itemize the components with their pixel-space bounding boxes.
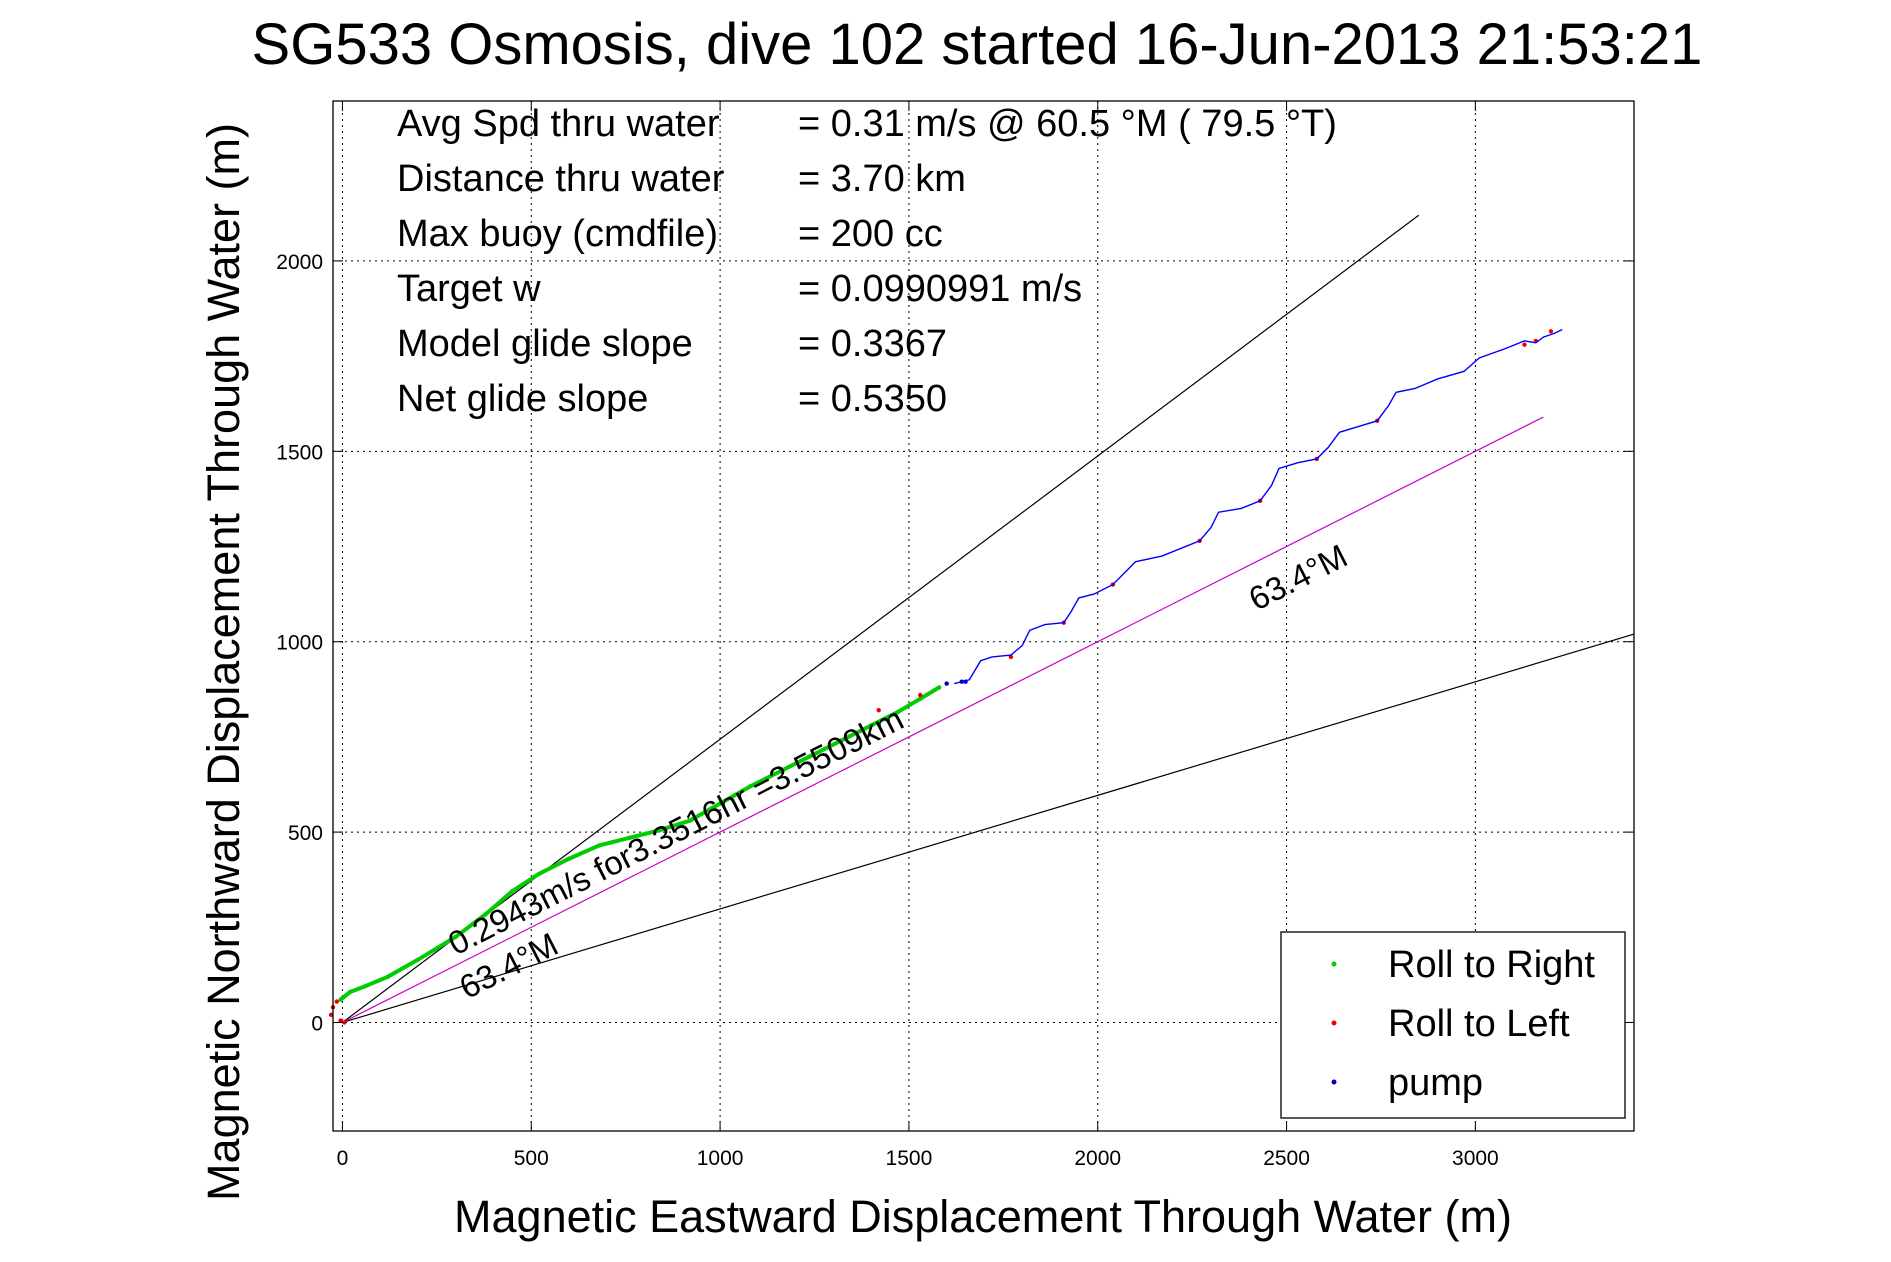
data-point bbox=[657, 827, 662, 833]
data-point bbox=[918, 692, 923, 698]
info-label: Target w bbox=[397, 268, 541, 310]
data-point bbox=[566, 856, 572, 861]
data-point bbox=[510, 888, 515, 894]
info-value: = 0.31 m/s @ 60.5 °M ( 79.5 °T) bbox=[798, 103, 1337, 145]
chart-title: SG533 Osmosis, dive 102 started 16-Jun-2… bbox=[252, 12, 1703, 77]
info-text-block: Avg Spd thru water = 0.31 m/s @ 60.5 °M (… bbox=[397, 103, 1337, 420]
data-point bbox=[1522, 342, 1527, 347]
data-point bbox=[1548, 329, 1554, 334]
data-point bbox=[944, 681, 949, 686]
data-point bbox=[717, 801, 723, 806]
reference-line bbox=[342, 416, 1544, 1024]
x-tick-label: 2500 bbox=[1263, 1147, 1310, 1170]
legend-marker bbox=[1331, 1020, 1337, 1026]
data-point bbox=[483, 911, 489, 917]
data-point bbox=[808, 753, 813, 759]
data-point bbox=[453, 934, 458, 940]
legend-box bbox=[1280, 931, 1626, 1119]
plot-area-border bbox=[332, 100, 1635, 1132]
annotations: 63.4°M63.4°M0.2943m/s for3.3516hr =3.550… bbox=[442, 537, 1353, 1006]
legend: Roll to Right Roll to Left pump bbox=[1280, 931, 1626, 1119]
info-label: Net glide slope bbox=[397, 378, 648, 420]
legend-label: pump bbox=[1388, 1062, 1483, 1104]
ticks: 0 500 1000 1500 2000 2500 3000 0 500 1000 1500 2000 bbox=[276, 101, 1634, 1170]
data-point bbox=[385, 974, 390, 979]
data-point bbox=[536, 871, 542, 877]
data-point bbox=[895, 709, 900, 715]
data-point bbox=[334, 999, 339, 1004]
reference-lines bbox=[342, 214, 1635, 1024]
info-value: = 3.70 km bbox=[798, 158, 966, 200]
series-layer bbox=[328, 328, 1563, 1025]
series-line bbox=[954, 328, 1563, 685]
x-tick-label: 2000 bbox=[1074, 1147, 1121, 1170]
data-point bbox=[342, 1020, 347, 1025]
data-point bbox=[876, 708, 881, 713]
reference-line bbox=[342, 633, 1635, 1024]
data-point bbox=[415, 957, 421, 962]
data-point bbox=[918, 696, 923, 702]
data-point bbox=[347, 989, 353, 995]
info-label: Model glide slope bbox=[397, 323, 693, 365]
info-label: Avg Spd thru water bbox=[397, 103, 720, 145]
reference-line bbox=[342, 214, 1420, 1023]
y-tick-label: 1500 bbox=[276, 441, 323, 464]
legend-label: Roll to Left bbox=[1388, 1003, 1570, 1045]
x-tick-label: 3000 bbox=[1452, 1147, 1499, 1170]
data-point bbox=[748, 784, 753, 789]
info-label: Max buoy (cmdfile) bbox=[397, 213, 718, 255]
info-value: = 200 cc bbox=[798, 213, 943, 255]
x-tick-label: 500 bbox=[514, 1147, 549, 1170]
y-axis-label: Magnetic Northward Displacement Through … bbox=[198, 123, 249, 1201]
info-label: Distance thru water bbox=[397, 158, 725, 200]
info-value: = 0.0990991 m/s bbox=[798, 268, 1082, 310]
data-point bbox=[338, 1018, 343, 1023]
legend-label: Roll to Right bbox=[1388, 944, 1595, 986]
info-value: = 0.5350 bbox=[798, 378, 947, 420]
x-axis-label: Magnetic Eastward Displacement Through W… bbox=[454, 1191, 1512, 1242]
data-point bbox=[597, 843, 602, 848]
x-tick-label: 1000 bbox=[697, 1147, 744, 1170]
y-tick-label: 500 bbox=[288, 822, 323, 845]
y-tick-label: 0 bbox=[311, 1012, 323, 1035]
info-value: = 0.3367 bbox=[798, 323, 947, 365]
data-point bbox=[838, 738, 844, 743]
data-point bbox=[328, 1012, 334, 1018]
data-point bbox=[778, 768, 783, 774]
data-point bbox=[362, 984, 368, 989]
legend-marker bbox=[1331, 1079, 1337, 1085]
y-tick-label: 2000 bbox=[276, 251, 323, 274]
data-point bbox=[868, 723, 874, 728]
data-point bbox=[936, 685, 942, 690]
y-tick-label: 1000 bbox=[276, 632, 323, 655]
x-tick-label: 0 bbox=[337, 1147, 349, 1170]
data-point bbox=[627, 835, 632, 841]
data-point bbox=[687, 818, 693, 823]
legend-marker bbox=[1331, 961, 1337, 967]
data-point bbox=[338, 997, 343, 1002]
slope-annotation: 63.4°M bbox=[1243, 537, 1353, 618]
x-tick-label: 1500 bbox=[886, 1147, 933, 1170]
